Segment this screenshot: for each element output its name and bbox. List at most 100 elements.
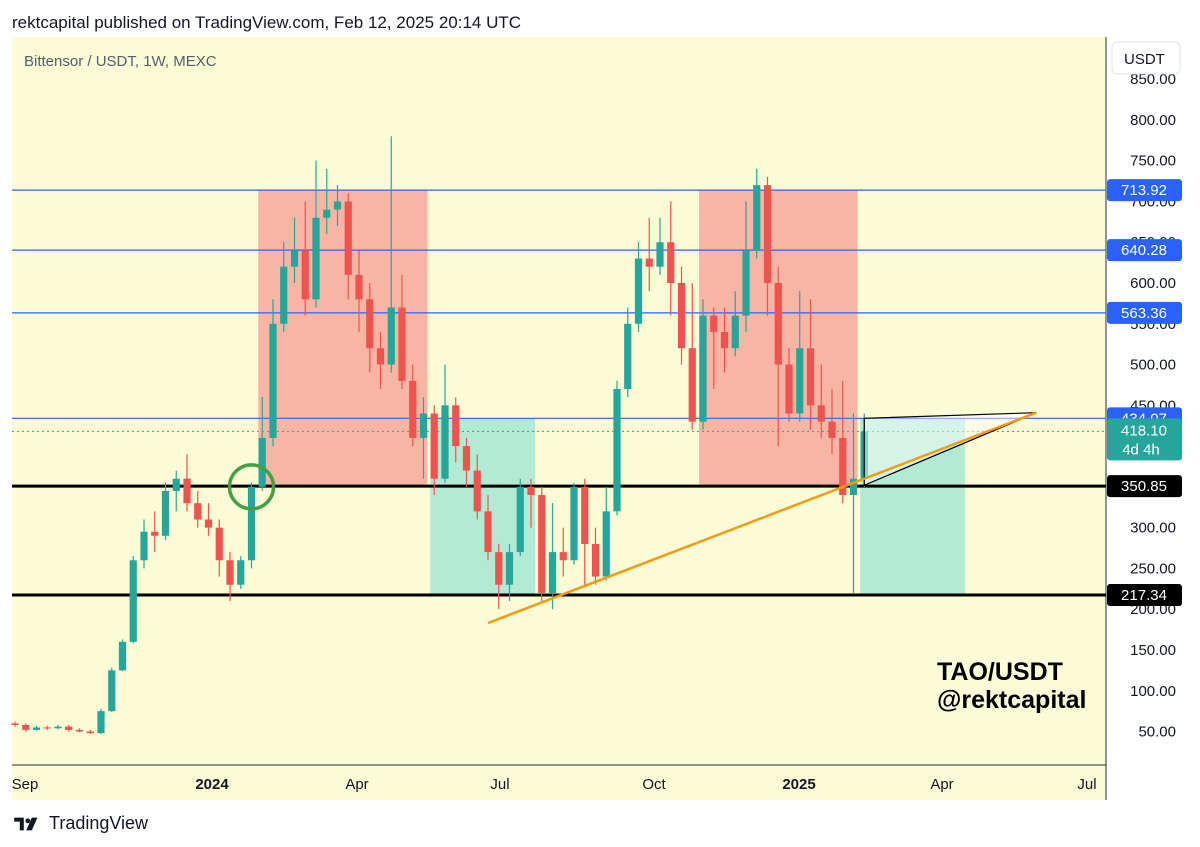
currency-box [1111,41,1181,75]
candle-body [828,421,836,438]
candle-body [290,250,299,267]
candle-body [387,307,395,365]
candle-body [247,486,256,561]
candle-body [43,727,51,729]
price-tick-label: 150.00 [1130,642,1176,659]
price-tick-label: 500.00 [1130,357,1176,374]
price-tick-label: 600.00 [1130,275,1176,292]
candle-body [312,217,320,300]
candle-body [22,725,30,730]
candle-body [194,503,202,520]
candle-body [355,274,363,300]
ascending-trendline [487,411,1037,625]
candle-body [398,307,406,381]
candle-body [538,495,546,593]
candle-body [344,201,352,275]
candle-body [280,266,288,324]
watermark-pair: TAO/USDT [937,658,1063,686]
candle-body [204,519,213,528]
candle-body [548,552,557,593]
level-price-tag [1107,584,1182,607]
candle-body [172,478,180,491]
candle-body [495,552,503,585]
candle-body [269,323,277,438]
breakout-circle [227,463,276,511]
last-price-label: 418.10 [1121,422,1167,439]
candle-body [376,348,385,365]
time-tick-label: Apr [930,776,953,793]
level-price-tag-label: 350.85 [1121,478,1167,495]
candle-body [624,323,632,390]
candle-body [140,531,148,561]
candle-body [753,185,761,251]
level-price-tag [1107,239,1182,262]
candle-body [54,726,62,729]
candle-body [118,641,127,671]
price-tick-label: 850.00 [1130,71,1176,88]
symbol-label: Bittensor / USDT, 1W, MEXC [24,53,217,70]
watermark-author: @rektcapital [937,686,1086,714]
candle-body [742,250,750,316]
tradingview-logo-icon [14,817,38,830]
candle-body [559,552,567,561]
candle-body [75,729,84,732]
level-price-tag [1107,475,1182,498]
candle-body [796,348,804,414]
candle-body [634,258,643,324]
candle-body [591,543,600,577]
price-tick-label: 750.00 [1130,153,1176,170]
candle-body [86,731,94,734]
candle-body [484,511,492,553]
candle-body [409,380,417,438]
level-price-tag [1107,301,1182,324]
candle-body [817,405,825,422]
candle-body [258,437,266,487]
candle-body [301,250,309,300]
candle-body [505,552,514,585]
candle-body [161,490,170,536]
candle-body [581,486,589,544]
candle-body [645,258,653,267]
candle-body [452,405,460,447]
candle-body [129,560,137,642]
candle-body [710,315,718,332]
level-price-tag-label: 217.34 [1121,587,1167,604]
candle-body [806,348,815,406]
level-price-tag-label: 640.28 [1121,242,1167,259]
candle-body [237,560,245,585]
candle-body [366,299,374,349]
candle-body [462,446,471,471]
price-tick-label: 250.00 [1130,560,1176,577]
bar-countdown-label: 4d 4h [1122,441,1160,458]
candle-body [699,315,707,422]
candle-body [97,711,105,734]
tradingview-brand: TradingView [49,813,149,833]
tradingview-footer[interactable]: TradingView [12,813,148,834]
candle-body [731,315,739,349]
candle-body [151,531,159,536]
candlesticks [11,136,868,734]
candle-body [849,478,858,496]
time-tick-label: 2025 [782,776,815,793]
candle-body [333,201,342,210]
candle-body [688,348,696,422]
candle-body [323,209,331,218]
candle-body [419,413,428,438]
candle-body [613,389,621,512]
time-axis-ticks: Sep 2024 Apr Jul Oct 2025 Apr Jul [12,776,1097,793]
publish-info: rektcapital published on TradingView.com… [12,13,522,32]
candle-body [677,283,686,349]
candle-body [441,405,449,479]
candle-body [656,242,664,267]
last-price-tag [1107,418,1182,461]
candle-body [11,723,19,726]
price-tick-label: 100.00 [1130,683,1176,700]
time-tick-label: Jul [490,776,509,793]
price-tags: 713.92640.28563.36434.07350.85217.34418.… [1107,179,1182,607]
time-tick-label: 2024 [195,776,229,793]
candle-body [785,364,793,414]
time-tick-label: Oct [642,776,666,793]
candle-body [570,486,578,561]
level-price-tag-label: 563.36 [1121,305,1167,322]
